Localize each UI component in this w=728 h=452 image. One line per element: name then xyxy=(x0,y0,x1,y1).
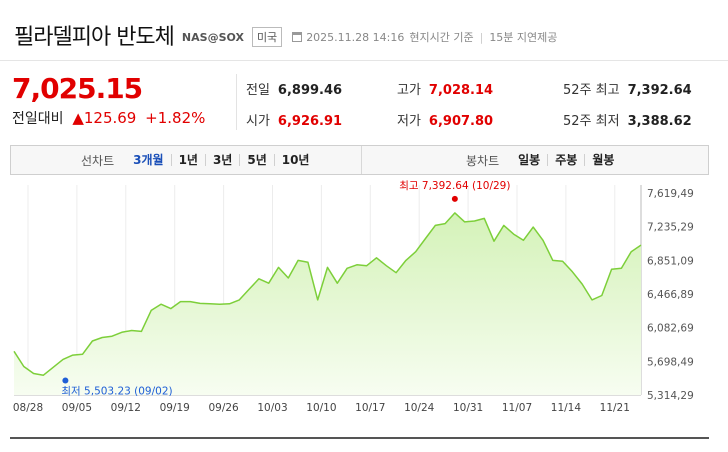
price-chart: 08/28 09/05 09/12 09/19 09/26 10/03 10/10 10/17… xyxy=(13,180,694,414)
stat-high: 고가 7,028.14 xyxy=(397,79,493,98)
range-10y-button[interactable]: 10년 xyxy=(273,154,317,166)
line-chart-label: 선차트 xyxy=(81,153,115,168)
stat-key: 시가 xyxy=(246,114,270,129)
current-price: 7,025.15 xyxy=(12,72,143,105)
time-basis: 현지시간 기준 xyxy=(409,31,474,44)
y-tick-label: 6,082,69 xyxy=(647,323,694,335)
stat-low: 저가 6,907.80 xyxy=(397,110,493,129)
price-area xyxy=(14,212,641,395)
low-label: 최저 5,503.23 (09/02) xyxy=(61,385,172,397)
change-value: 125.69 xyxy=(83,109,137,127)
range-3m-button[interactable]: 3개월 xyxy=(133,153,164,167)
stats-divider xyxy=(236,74,237,130)
stat-key: 저가 xyxy=(397,114,421,129)
x-tick-label: 11/07 xyxy=(502,402,532,414)
stat-52w-low: 52주 최저 3,388.62 xyxy=(563,110,692,129)
chart-controls: 선차트 3개월 1년 3년 5년 10년 봉차트 일봉 주봉 월봉 xyxy=(10,145,709,175)
y-tick-label: 6,466,89 xyxy=(647,289,694,301)
index-code: NAS@SOX xyxy=(181,30,244,44)
low-marker xyxy=(62,377,69,384)
x-tick-label: 10/03 xyxy=(257,402,287,414)
stat-open: 시가 6,926.91 xyxy=(246,110,342,129)
x-tick-label: 10/31 xyxy=(453,402,483,414)
stat-value: 6,926.91 xyxy=(277,114,343,129)
stat-52w-high: 52주 최고 7,392.64 xyxy=(563,79,692,98)
stat-value: 6,907.80 xyxy=(428,114,494,129)
x-tick-label: 09/26 xyxy=(208,402,239,414)
candle-daily-button[interactable]: 일봉 xyxy=(518,153,541,167)
stat-value: 6,899.46 xyxy=(277,83,343,98)
index-title: 필라델피아 반도체 xyxy=(14,25,175,50)
stat-key: 52주 최고 xyxy=(563,83,620,98)
stat-key: 52주 최저 xyxy=(563,114,620,129)
bottom-border xyxy=(10,437,709,439)
stat-key: 고가 xyxy=(397,83,421,98)
range-5y-button[interactable]: 5년 xyxy=(239,154,273,166)
y-tick-label: 5,698,49 xyxy=(647,356,694,368)
x-tick-label: 10/17 xyxy=(355,402,385,414)
candle-weekly-button[interactable]: 주봉 xyxy=(547,154,584,166)
stat-value: 3,388.62 xyxy=(627,114,692,129)
up-arrow-icon: ▲ xyxy=(72,109,84,127)
candle-monthly-button[interactable]: 월봉 xyxy=(584,154,621,166)
stat-value: 7,392.64 xyxy=(627,83,692,98)
range-3y-button[interactable]: 3년 xyxy=(204,154,239,166)
header-divider xyxy=(0,60,728,61)
page-header: 필라델피아 반도체 NAS@SOX 미국 2025.11.28 14:16 현지… xyxy=(14,20,557,50)
x-tick-label: 09/05 xyxy=(62,402,92,414)
x-tick-label: 09/12 xyxy=(111,402,141,414)
x-tick-label: 11/14 xyxy=(551,402,582,414)
range-1y-button[interactable]: 1년 xyxy=(170,154,205,166)
market-badge: 미국 xyxy=(251,27,283,47)
stat-key: 전일 xyxy=(246,83,270,98)
update-datetime: 2025.11.28 14:16 xyxy=(306,30,405,44)
divider: | xyxy=(479,30,484,44)
y-tick-label: 6,851,09 xyxy=(647,255,694,267)
x-tick-label: 11/21 xyxy=(600,402,630,414)
stat-value: 7,028.14 xyxy=(428,83,494,98)
change-percent: +1.82% xyxy=(145,109,206,127)
controls-divider xyxy=(361,146,362,174)
y-tick-label: 7,619,49 xyxy=(647,188,694,200)
x-tick-label: 09/19 xyxy=(160,402,190,414)
y-tick-label: 5,314,29 xyxy=(647,390,694,402)
x-tick-label: 08/28 xyxy=(13,402,43,414)
high-label: 최고 7,392.64 (10/29) xyxy=(399,180,510,192)
delay-notice: 15분 지연제공 xyxy=(489,31,558,44)
y-tick-label: 7,235,29 xyxy=(647,222,694,234)
stat-prev-close: 전일 6,899.46 xyxy=(246,79,342,98)
price-line xyxy=(13,212,642,376)
update-info: 2025.11.28 14:16 현지시간 기준 | 15분 지연제공 xyxy=(292,29,557,45)
candle-chart-group: 봉차트 일봉 주봉 월봉 xyxy=(466,146,621,174)
change-label: 전일대비 xyxy=(12,111,64,127)
high-marker xyxy=(451,195,458,202)
candle-chart-label: 봉차트 xyxy=(466,153,500,168)
price-change: 전일대비 ▲125.69 +1.82% xyxy=(12,108,205,128)
x-tick-label: 10/10 xyxy=(306,402,336,414)
line-chart-group: 선차트 3개월 1년 3년 5년 10년 xyxy=(81,146,316,174)
calendar-icon xyxy=(292,32,303,42)
x-tick-label: 10/24 xyxy=(404,402,435,414)
